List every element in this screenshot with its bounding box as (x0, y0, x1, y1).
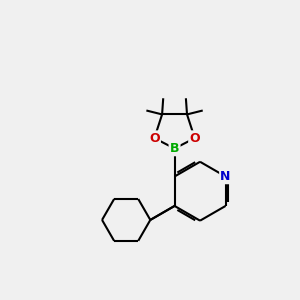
Text: N: N (220, 170, 231, 183)
Text: O: O (189, 132, 200, 145)
Text: O: O (149, 132, 160, 145)
Text: B: B (170, 142, 179, 155)
